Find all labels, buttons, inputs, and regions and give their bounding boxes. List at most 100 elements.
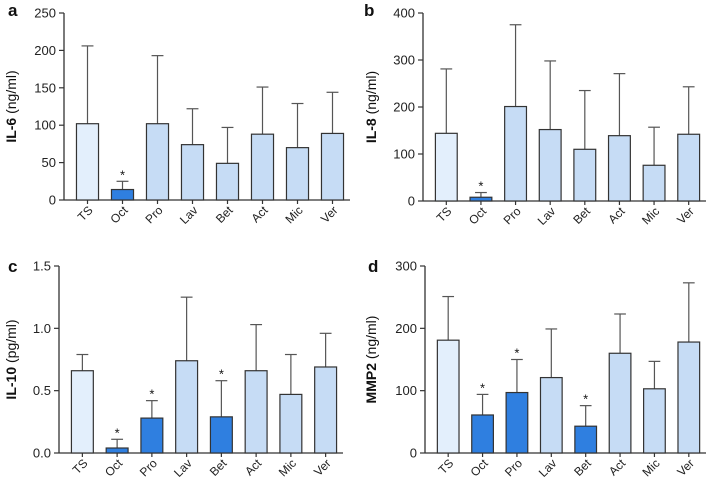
panel-label: a — [8, 1, 18, 20]
y-tick-label: 50 — [42, 155, 56, 170]
bar-bet — [574, 425, 598, 454]
bar-ver — [320, 132, 345, 201]
bar-act — [608, 352, 632, 454]
y-tick-label: 0.0 — [33, 446, 51, 461]
y-tick-label: 0 — [49, 193, 56, 208]
y-tick-label: 100 — [393, 147, 415, 162]
bar-pro — [504, 105, 528, 202]
x-tick-label: Ver — [311, 456, 334, 479]
bar-ts — [70, 370, 94, 454]
bar-mic — [643, 388, 666, 454]
bar-mic — [279, 393, 303, 454]
bar-oct — [110, 188, 135, 201]
x-tick-label: Pro — [501, 204, 524, 227]
x-tick-label: Pro — [502, 456, 525, 479]
y-axis-label-unit: (ng/ml) — [363, 71, 379, 118]
x-tick-label: Act — [606, 456, 629, 479]
y-tick-label: 200 — [395, 321, 417, 336]
x-tick-label: Mic — [283, 203, 306, 226]
bar-mic — [642, 164, 666, 202]
bar-act — [244, 370, 268, 454]
y-axis-label: IL-10 (pg/ml) — [3, 319, 19, 399]
panel-c: c IL-10 (pg/ml) 0.0 0.5 1.0 1.5 TS * Oct * Pro Lav *… — [3, 257, 343, 480]
panel-d: d MMP2 (ng/ml) 0 100 200 300 TS * Oct * Pro Lav * Bet… — [363, 257, 706, 480]
x-tick-label: TS — [75, 203, 96, 224]
y-tick-label: 400 — [393, 6, 415, 21]
x-tick-label: Oct — [466, 204, 490, 228]
panel-label: b — [364, 1, 374, 20]
bar-bet — [215, 162, 240, 201]
bar-ts — [436, 339, 460, 454]
y-tick-label: 250 — [34, 6, 56, 21]
bar-bet — [209, 416, 233, 454]
y-tick-label: 0 — [410, 446, 417, 461]
x-tick-label: Pro — [137, 456, 160, 479]
panel-a: a IL-6 (ng/ml) 0 50 100 150 200 250 TS * Oct Pro Lav… — [3, 1, 350, 227]
significance-marker: * — [219, 367, 224, 382]
x-tick-label: Mic — [639, 456, 662, 479]
x-tick-label: Act — [605, 204, 628, 227]
bar-lav — [538, 128, 562, 202]
bar-ts — [434, 132, 458, 202]
x-tick-label: Ver — [674, 456, 697, 479]
bar-bet — [573, 148, 597, 202]
x-tick-label: Bet — [571, 456, 594, 479]
x-tick-label: Lav — [177, 203, 201, 227]
y-axis-label-unit: (ng/ml) — [363, 316, 379, 363]
x-tick-label: TS — [434, 204, 455, 225]
x-tick-label: Ver — [674, 204, 697, 227]
x-tick-label: Act — [248, 203, 271, 226]
y-tick-label: 0 — [408, 194, 415, 209]
y-axis-label-measure: IL-6 — [3, 118, 19, 143]
significance-marker: * — [149, 387, 154, 402]
y-axis-label-measure: IL-10 — [3, 367, 19, 400]
y-tick-label: 1.0 — [33, 321, 51, 336]
y-tick-label: 150 — [34, 80, 56, 95]
y-tick-label: 1.5 — [33, 259, 51, 274]
y-axis-label-measure: MMP2 — [363, 363, 379, 404]
y-tick-label: 200 — [393, 100, 415, 115]
significance-marker: * — [480, 380, 485, 395]
bar-oct — [105, 447, 129, 454]
bar-oct — [469, 196, 493, 202]
y-axis-label: IL-8 (ng/ml) — [363, 71, 379, 143]
y-axis-label-unit: (pg/ml) — [3, 319, 19, 366]
y-axis-label-measure: IL-8 — [363, 118, 379, 143]
x-tick-label: Bet — [213, 203, 236, 226]
x-tick-label: Act — [242, 456, 265, 479]
bar-mic — [285, 147, 310, 201]
significance-marker: * — [120, 167, 125, 182]
y-tick-label: 100 — [395, 383, 417, 398]
y-axis-label: MMP2 (ng/ml) — [363, 316, 379, 404]
bar-ver — [677, 133, 701, 202]
x-tick-label: Oct — [108, 203, 132, 227]
x-tick-label: Mic — [276, 456, 299, 479]
significance-marker: * — [115, 425, 120, 440]
y-axis-label-unit: (ng/ml) — [3, 70, 19, 117]
bar-pro — [145, 123, 170, 201]
bar-lav — [180, 144, 205, 201]
y-tick-label: 300 — [395, 259, 417, 274]
bar-oct — [471, 414, 494, 454]
x-tick-label: Oct — [468, 456, 492, 480]
bar-act — [607, 135, 631, 202]
x-tick-label: Pro — [143, 203, 166, 226]
panel-label: c — [8, 257, 17, 276]
significance-marker: * — [583, 392, 588, 407]
y-axis-label: IL-6 (ng/ml) — [3, 70, 19, 142]
x-tick-label: TS — [70, 456, 91, 477]
panel-b: b IL-8 (ng/ml) 0 100 200 300 400 TS * Oct Pro Lav Be… — [363, 1, 706, 228]
x-tick-label: Lav — [535, 204, 559, 228]
panel-label: d — [368, 257, 378, 276]
x-tick-label: Lav — [536, 456, 560, 480]
x-tick-label: TS — [436, 456, 457, 477]
significance-marker: * — [514, 346, 519, 361]
x-tick-label: Mic — [639, 204, 662, 227]
x-tick-label: Bet — [207, 456, 230, 479]
y-tick-label: 0.5 — [33, 383, 51, 398]
y-tick-label: 100 — [34, 118, 56, 133]
bar-act — [250, 133, 275, 201]
bar-pro — [505, 391, 529, 454]
significance-marker: * — [478, 179, 483, 194]
